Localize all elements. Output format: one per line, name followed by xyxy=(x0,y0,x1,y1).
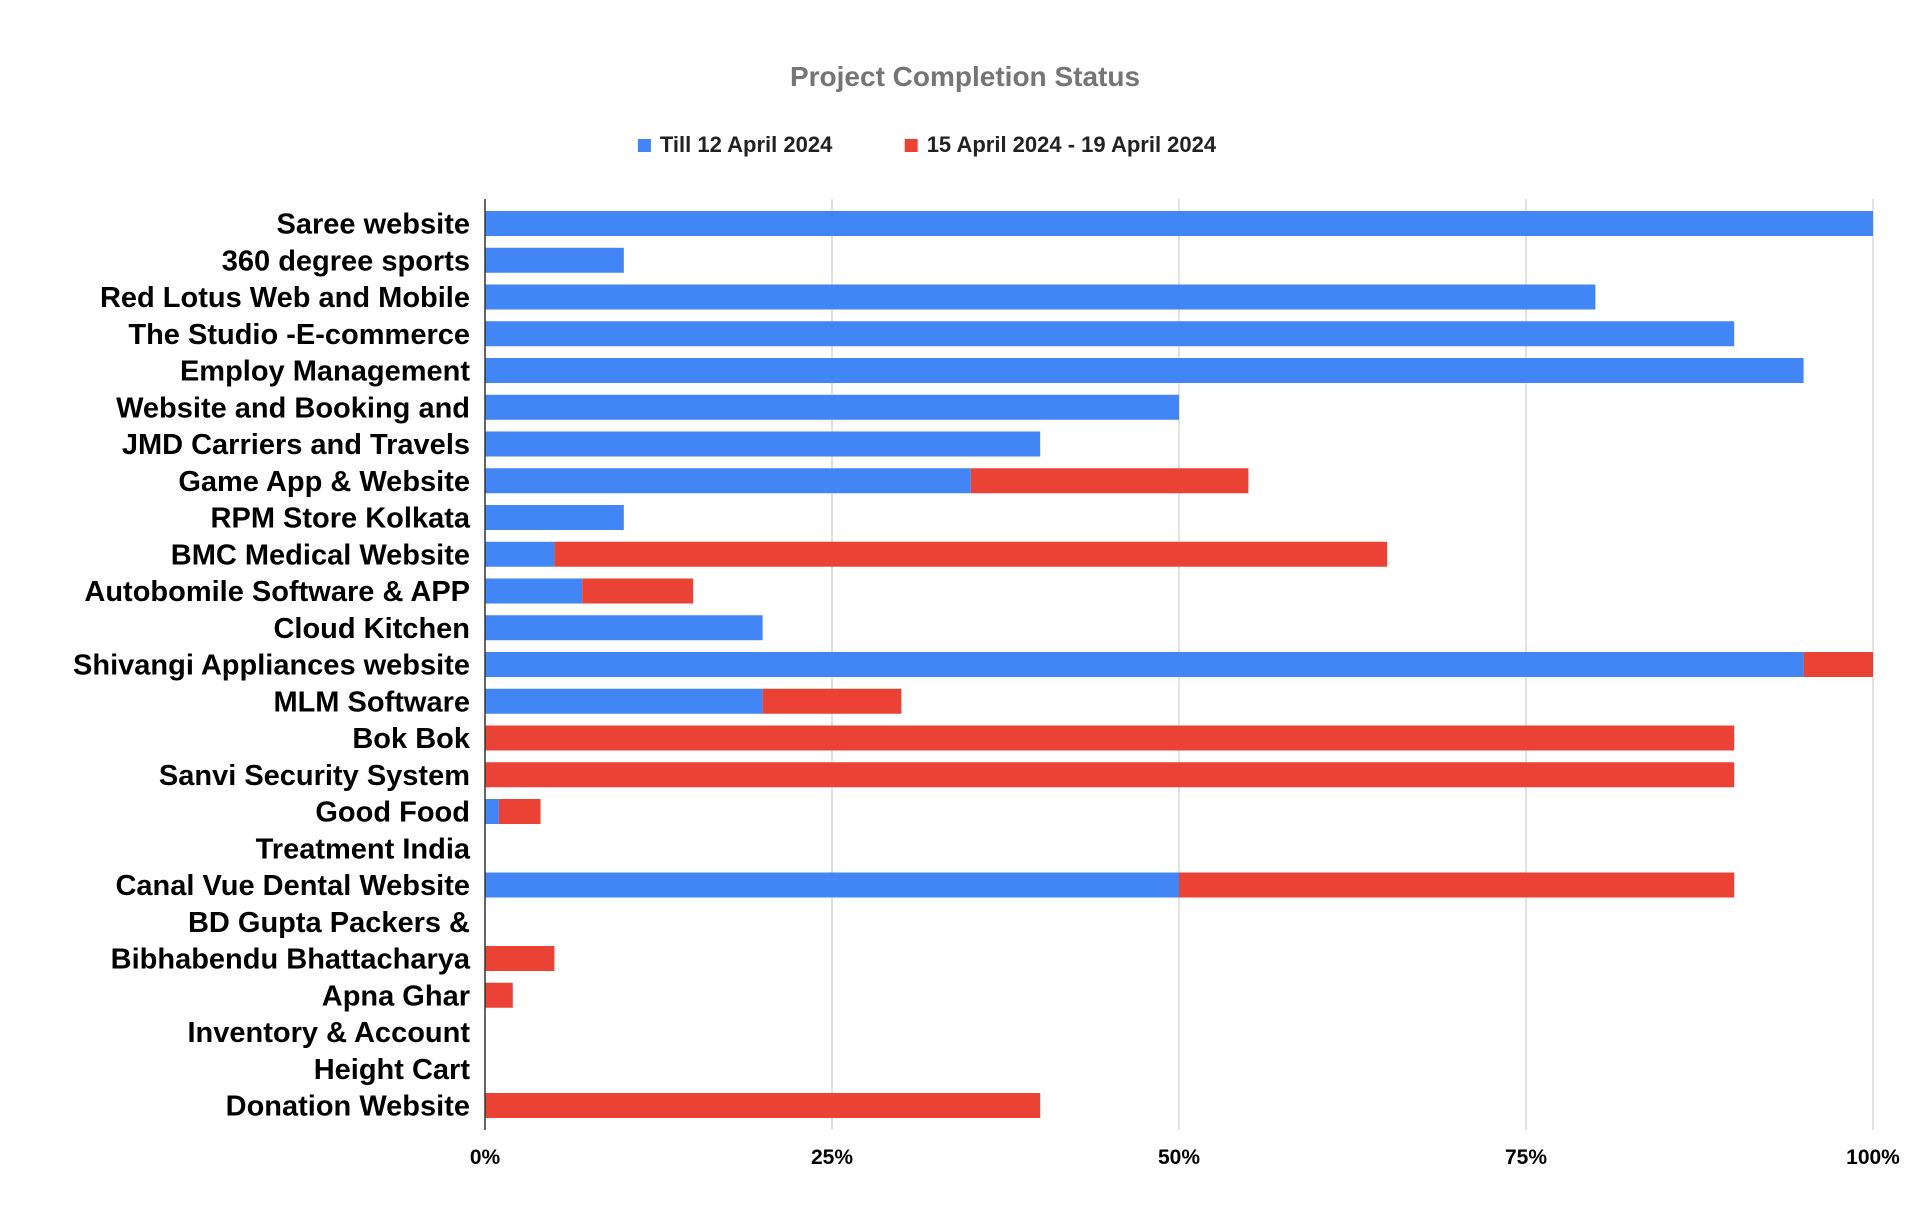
bar-segment-series-2 xyxy=(582,578,694,604)
bar-segment-series-1 xyxy=(485,211,1873,236)
bar-segment-series-1 xyxy=(485,505,624,530)
bar-segment-series-2 xyxy=(970,468,1249,494)
category-label: Employ Management xyxy=(180,356,470,388)
x-tick-label: 0% xyxy=(470,1146,501,1169)
bar-segment-series-1 xyxy=(485,431,1041,457)
category-label: Inventory & Account xyxy=(187,1017,470,1049)
x-tick-label: 50% xyxy=(1158,1146,1200,1169)
bar-segment-series-1 xyxy=(485,541,555,567)
bar-segment-series-1 xyxy=(485,394,1179,420)
bar-segment-series-2 xyxy=(485,1093,1041,1118)
bar-segment-series-2 xyxy=(485,762,1735,788)
x-tick-label: 25% xyxy=(811,1146,853,1169)
bar-segment-series-1 xyxy=(485,247,624,273)
category-label: Good Food xyxy=(315,797,470,829)
category-label: Saree website xyxy=(277,209,470,241)
bar-segment-series-1 xyxy=(485,615,763,641)
category-labels: Saree website 360 degree sports Red Lotus … xyxy=(73,209,471,1123)
category-label: Game App & Website xyxy=(178,466,470,498)
category-label: 360 degree sports xyxy=(222,245,470,277)
category-label: MLM Software xyxy=(273,686,470,718)
bar-segment-series-2 xyxy=(1179,872,1735,898)
legend: Till 12 April 2024 15 April 2024 - 19 Apr… xyxy=(637,132,1217,157)
category-label: Treatment India xyxy=(256,833,471,865)
category-label: Sanvi Security System xyxy=(159,760,470,792)
category-label: BMC Medical Website xyxy=(171,539,470,571)
category-label: Cloud Kitchen xyxy=(273,613,470,645)
bar-segment-series-1 xyxy=(485,652,1804,677)
x-tick-label: 100% xyxy=(1846,1146,1900,1169)
category-label: BD Gupta Packers & xyxy=(188,907,470,939)
x-tick-label: 75% xyxy=(1505,1146,1547,1169)
bar-segment-series-1 xyxy=(485,284,1596,310)
category-label: Bok Bok xyxy=(352,723,471,755)
legend-item-series-1: Till 12 April 2024 xyxy=(637,132,833,157)
bar-segment-series-1 xyxy=(485,468,971,494)
category-label: Donation Website xyxy=(226,1091,470,1123)
legend-swatch xyxy=(637,139,651,152)
bar-segment-series-1 xyxy=(485,688,763,714)
category-label: Height Cart xyxy=(314,1054,471,1086)
bar-segment-series-1 xyxy=(485,578,583,604)
bar-segment-series-2 xyxy=(485,946,555,971)
category-label: Red Lotus Web and Mobile xyxy=(100,282,470,314)
category-label: JMD Carriers and Travels xyxy=(122,429,470,461)
chart-title: Project Completion Status xyxy=(790,61,1140,92)
bar-segment-series-2 xyxy=(762,688,902,714)
category-label: Apna Ghar xyxy=(322,980,470,1012)
category-label: Autobomile Software & APP xyxy=(84,576,470,608)
legend-label: 15 April 2024 - 19 April 2024 xyxy=(927,132,1217,157)
bar-segment-series-1 xyxy=(485,321,1735,347)
bar-segment-series-2 xyxy=(485,725,1735,751)
legend-item-series-2: 15 April 2024 - 19 April 2024 xyxy=(904,132,1217,157)
bar-segment-series-2 xyxy=(1803,652,1873,677)
x-axis-tick-labels: 0% 25% 50% 75% 100% xyxy=(470,1146,1900,1169)
bar-segment-series-2 xyxy=(485,982,513,1008)
category-label: Shivangi Appliances website xyxy=(73,650,470,682)
category-label: Bibhabendu Bhattacharya xyxy=(111,944,471,976)
legend-label: Till 12 April 2024 xyxy=(660,132,833,157)
category-label: The Studio -E-commerce xyxy=(128,319,470,351)
bar-segment-series-1 xyxy=(485,799,499,824)
bar-segment-series-2 xyxy=(554,541,1388,567)
bar-segment-series-1 xyxy=(485,872,1179,898)
bar-segment-series-1 xyxy=(485,358,1804,383)
bars xyxy=(485,211,1873,1118)
category-label: RPM Store Kolkata xyxy=(211,503,471,535)
legend-swatch xyxy=(904,139,918,152)
category-label: Website and Booking and xyxy=(116,392,470,424)
bar-segment-series-2 xyxy=(498,799,541,824)
category-label: Canal Vue Dental Website xyxy=(115,870,470,902)
